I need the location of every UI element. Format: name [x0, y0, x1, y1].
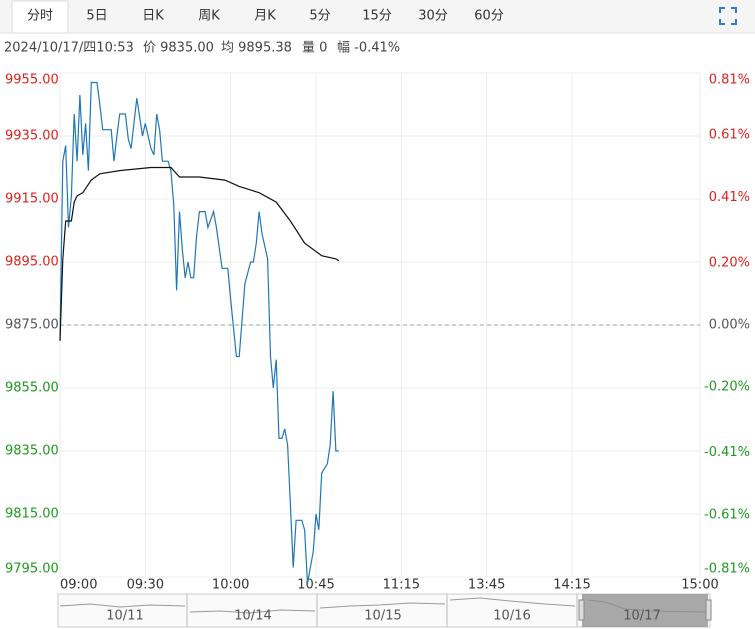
navigator-date: 10/15	[364, 609, 401, 624]
tab[interactable]: 日K	[142, 9, 164, 24]
tab[interactable]: 15分	[362, 9, 392, 24]
tab[interactable]: 5分	[309, 9, 330, 24]
y-tick-label: 9875.00	[5, 318, 59, 333]
tab[interactable]: 分时	[27, 9, 53, 24]
navigator[interactable]: 10/11 10/14 10/15 10/16 10/17	[57, 593, 712, 628]
tab[interactable]: 5日	[86, 9, 107, 24]
y-tick-label: 9955.00	[5, 73, 59, 88]
y2-tick-label: -0.81%	[704, 562, 750, 577]
y2-tick-label: 0.41%	[709, 190, 750, 205]
navigator-labels: 10/11 10/14 10/15 10/16 10/17	[106, 609, 660, 624]
navigator-handle[interactable]	[578, 599, 585, 621]
y-tick-label: 9935.00	[5, 129, 59, 144]
info-bar: 2024/10/17/四10:53 价 9835.00 均 9895.38 量 0 幅 …	[4, 41, 400, 56]
price-line	[59, 81, 339, 584]
x-tick-label: 15:00	[681, 578, 718, 593]
x-tick-label: 09:00	[60, 578, 97, 593]
tab[interactable]: 60分	[474, 9, 504, 24]
y-tick-label: 9855.00	[5, 381, 59, 396]
y2-tick-label: -0.41%	[704, 445, 750, 460]
navigator-date: 10/16	[493, 609, 530, 624]
plot: 9955.00 9935.00 9915.00 9895.00 9875.00 9855.…	[5, 72, 750, 593]
x-tick-label: 09:30	[127, 578, 164, 593]
tab-bar	[0, 0, 755, 33]
fullscreen-button[interactable]	[719, 7, 737, 25]
info-item: 价 9835.00	[143, 41, 214, 56]
tab[interactable]: 周K	[198, 9, 220, 24]
navigator-handle[interactable]	[705, 599, 712, 621]
x-tick-label: 10:00	[212, 578, 249, 593]
y-tick-label: 9895.00	[5, 255, 59, 270]
tab[interactable]: 月K	[254, 9, 276, 24]
navigator-window[interactable]	[582, 594, 708, 627]
info-item: 量 0	[302, 41, 327, 56]
y2-tick-label: 0.20%	[709, 255, 750, 270]
info-item: 幅 -0.41%	[337, 41, 400, 56]
navigator-date: 10/11	[106, 609, 143, 624]
x-tick-label: 10:45	[297, 578, 334, 593]
price-line	[59, 166, 340, 341]
navigator-date: 10/17	[623, 609, 660, 624]
y-tick-label: 9915.00	[5, 192, 59, 207]
x-tick-label: 13:45	[468, 578, 505, 593]
x-tick-label: 14:15	[553, 578, 590, 593]
info-item: 2024/10/17/四10:53	[4, 41, 134, 56]
y-tick-label: 9795.00	[5, 562, 59, 577]
navigator-trace	[59, 597, 706, 614]
y-tick-label: 9835.00	[5, 444, 59, 459]
tabs: 分时 5日 日K 周K 月K 5分 15分 30分 60分	[11, 0, 504, 34]
tab-selected	[11, 0, 69, 34]
y2-tick-label: 0.61%	[709, 128, 750, 143]
y2-tick-label: -0.20%	[704, 380, 750, 395]
tab[interactable]: 30分	[418, 9, 448, 24]
y2-tick-label: 0.81%	[709, 73, 750, 88]
y-tick-label: 9815.00	[5, 507, 59, 522]
info-item: 均 9895.38	[221, 41, 292, 56]
y2-tick-label: 0.00%	[709, 318, 750, 333]
y2-tick-label: -0.61%	[704, 507, 750, 522]
navigator-date: 10/14	[234, 609, 271, 624]
x-tick-label: 11:15	[383, 578, 420, 593]
